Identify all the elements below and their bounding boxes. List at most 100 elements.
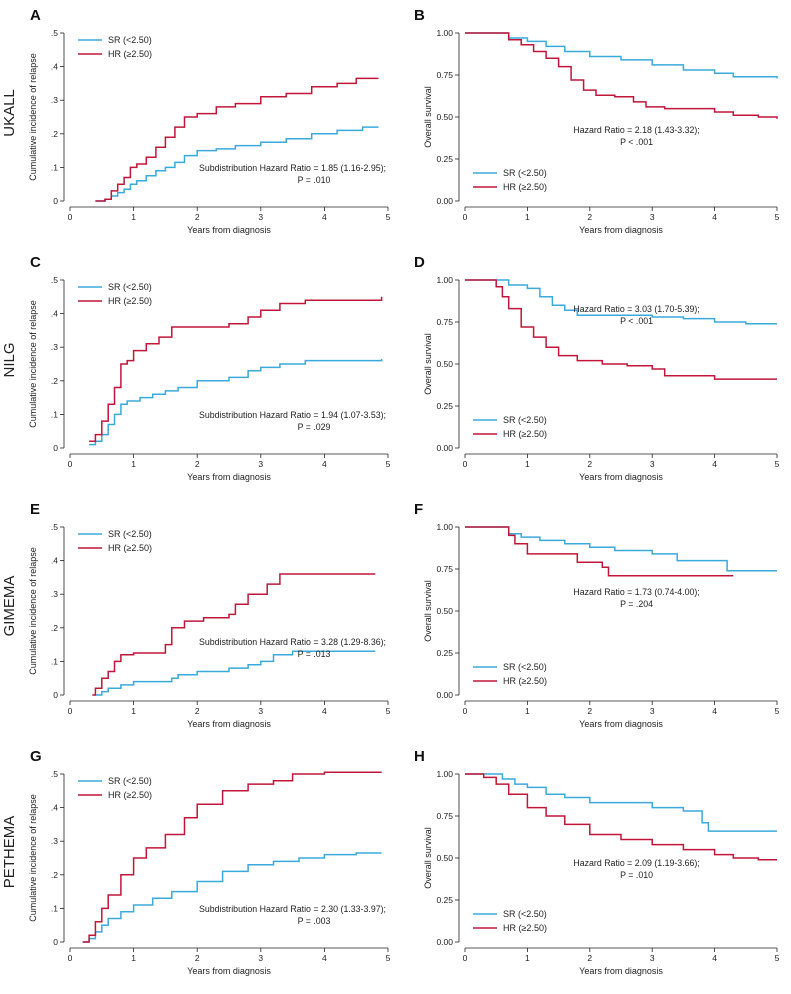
y-axis-title: Overall survival bbox=[423, 86, 433, 148]
x-tick-label: 5 bbox=[775, 953, 780, 963]
y-tick-label: 0.25 bbox=[436, 648, 453, 658]
series-line-hr bbox=[465, 526, 734, 577]
y-tick-label: .4 bbox=[51, 556, 58, 566]
x-tick-label: 4 bbox=[322, 706, 327, 716]
y-tick-label: 0.25 bbox=[436, 401, 453, 411]
x-tick-label: 0 bbox=[68, 459, 73, 469]
annotation-p-value: P = .013 bbox=[298, 649, 331, 659]
y-tick-label: 1.00 bbox=[436, 522, 453, 532]
x-tick-label: 3 bbox=[258, 459, 263, 469]
panel-f: F 1.00 0.75 0.50 0.25 0.00 0 1 2 3 4 5 Years from di… bbox=[414, 501, 780, 729]
x-axis-title: Years from diagnosis bbox=[187, 719, 271, 729]
y-tick-label: .5 bbox=[51, 275, 58, 285]
legend-label-hr: HR (≥2.50) bbox=[503, 429, 547, 439]
annotation-p-value: P = .010 bbox=[298, 175, 331, 185]
x-tick-label: 0 bbox=[463, 953, 468, 963]
legend-label-sr: SR (<2.50) bbox=[503, 168, 547, 178]
x-tick-label: 5 bbox=[775, 459, 780, 469]
y-tick-label: 0.75 bbox=[436, 70, 453, 80]
y-axis-title: Cumulative incidence of relapse bbox=[28, 794, 38, 922]
y-tick-label: .2 bbox=[51, 870, 58, 880]
annotation-hazard-ratio: Hazard Ratio = 2.09 (1.19-3.66); bbox=[573, 858, 699, 868]
y-tick-label: .2 bbox=[51, 129, 58, 139]
x-tick-label: 1 bbox=[525, 459, 530, 469]
x-tick-label: 4 bbox=[712, 212, 717, 222]
x-tick-label: 4 bbox=[712, 459, 717, 469]
series-line-sr bbox=[465, 32, 778, 79]
y-tick-label: 0.50 bbox=[436, 112, 453, 122]
y-tick-label: 1.00 bbox=[436, 275, 453, 285]
annotation-hazard-ratio: Hazard Ratio = 3.03 (1.70-5.39); bbox=[573, 304, 699, 314]
x-tick-label: 1 bbox=[131, 953, 136, 963]
legend-label-sr: SR (<2.50) bbox=[108, 529, 152, 539]
y-tick-label: 1.00 bbox=[436, 769, 453, 779]
x-axis-title: Years from diagnosis bbox=[187, 225, 271, 235]
series-line-hr bbox=[92, 573, 376, 696]
x-axis-title: Years from diagnosis bbox=[579, 225, 663, 235]
y-tick-label: .3 bbox=[51, 342, 58, 352]
y-tick-label: 0.25 bbox=[436, 895, 453, 905]
x-tick-label: 4 bbox=[322, 212, 327, 222]
x-tick-label: 2 bbox=[587, 706, 592, 716]
annotation-p-value: P < .001 bbox=[620, 137, 653, 147]
y-tick-label: 0.50 bbox=[436, 359, 453, 369]
y-axis-title: Cumulative incidence of relapse bbox=[28, 53, 38, 181]
y-tick-label: 1.00 bbox=[436, 28, 453, 38]
y-tick-label: .3 bbox=[51, 589, 58, 599]
x-tick-label: 1 bbox=[525, 706, 530, 716]
x-tick-label: 0 bbox=[463, 706, 468, 716]
panel-letter: D bbox=[414, 254, 425, 271]
legend-label-sr: SR (<2.50) bbox=[108, 776, 152, 786]
y-tick-label: .5 bbox=[51, 28, 58, 38]
x-axis-title: Years from diagnosis bbox=[187, 966, 271, 976]
legend-label-sr: SR (<2.50) bbox=[503, 662, 547, 672]
x-tick-label: 5 bbox=[386, 953, 391, 963]
x-tick-label: 3 bbox=[258, 706, 263, 716]
y-tick-label: 0 bbox=[53, 937, 58, 947]
row-label-pethema: PETHEMA bbox=[1, 816, 18, 889]
y-tick-label: 0.25 bbox=[436, 154, 453, 164]
x-tick-label: 3 bbox=[258, 212, 263, 222]
x-tick-label: 2 bbox=[195, 706, 200, 716]
annotation-p-value: P = .204 bbox=[620, 599, 653, 609]
x-tick-label: 5 bbox=[775, 212, 780, 222]
row-label-gimema: GIMEMA bbox=[1, 576, 18, 637]
series-line-sr bbox=[89, 359, 383, 446]
y-tick-label: .4 bbox=[51, 803, 58, 813]
legend-label-hr: HR (≥2.50) bbox=[503, 676, 547, 686]
annotation-hazard-ratio: Subdistribution Hazard Ratio = 1.94 (1.0… bbox=[199, 410, 386, 420]
x-tick-label: 2 bbox=[195, 212, 200, 222]
series-line-sr bbox=[95, 650, 376, 696]
x-tick-label: 4 bbox=[712, 706, 717, 716]
y-tick-label: 0.50 bbox=[436, 606, 453, 616]
y-axis-title: Overall survival bbox=[423, 580, 433, 642]
annotation-hazard-ratio: Hazard Ratio = 1.73 (0.74-4.00); bbox=[573, 587, 699, 597]
annotation-hazard-ratio: Subdistribution Hazard Ratio = 1.85 (1.1… bbox=[199, 163, 386, 173]
x-tick-label: 2 bbox=[587, 953, 592, 963]
annotation-hazard-ratio: Subdistribution Hazard Ratio = 2.30 (1.3… bbox=[199, 904, 386, 914]
panel-letter: G bbox=[30, 748, 42, 765]
x-tick-label: 5 bbox=[386, 459, 391, 469]
x-axis-title: Years from diagnosis bbox=[187, 472, 271, 482]
panel-h: H 1.00 0.75 0.50 0.25 0.00 0 1 2 3 4 5 Years from di… bbox=[414, 748, 780, 976]
annotation-p-value: P = .010 bbox=[620, 870, 653, 880]
series-line-hr bbox=[465, 773, 777, 861]
legend-label-sr: SR (<2.50) bbox=[108, 35, 152, 45]
x-tick-label: 0 bbox=[68, 953, 73, 963]
y-tick-label: .2 bbox=[51, 376, 58, 386]
panel-letter: B bbox=[414, 7, 425, 24]
x-tick-label: 0 bbox=[68, 706, 73, 716]
x-tick-label: 0 bbox=[463, 212, 468, 222]
y-tick-label: 0 bbox=[53, 690, 58, 700]
x-tick-label: 3 bbox=[258, 953, 263, 963]
annotation-p-value: P = .003 bbox=[298, 916, 331, 926]
x-tick-label: 5 bbox=[386, 212, 391, 222]
x-tick-label: 1 bbox=[131, 706, 136, 716]
legend-label-hr: HR (≥2.50) bbox=[108, 49, 152, 59]
y-tick-label: 0.00 bbox=[436, 443, 453, 453]
panel-letter: C bbox=[30, 254, 41, 271]
panel-a: A .5 .4 .3 .2 .1 00 1 2 3 4 5 Years from diagnosis Cu… bbox=[28, 7, 391, 235]
y-axis-title: Cumulative incidence of relapse bbox=[28, 300, 38, 428]
panel-e: E .5 .4 .3 .2 .1 00 1 2 3 4 5 Years from diagnosis Cu… bbox=[28, 501, 391, 729]
row-label-ukall: UKALL bbox=[1, 89, 18, 137]
